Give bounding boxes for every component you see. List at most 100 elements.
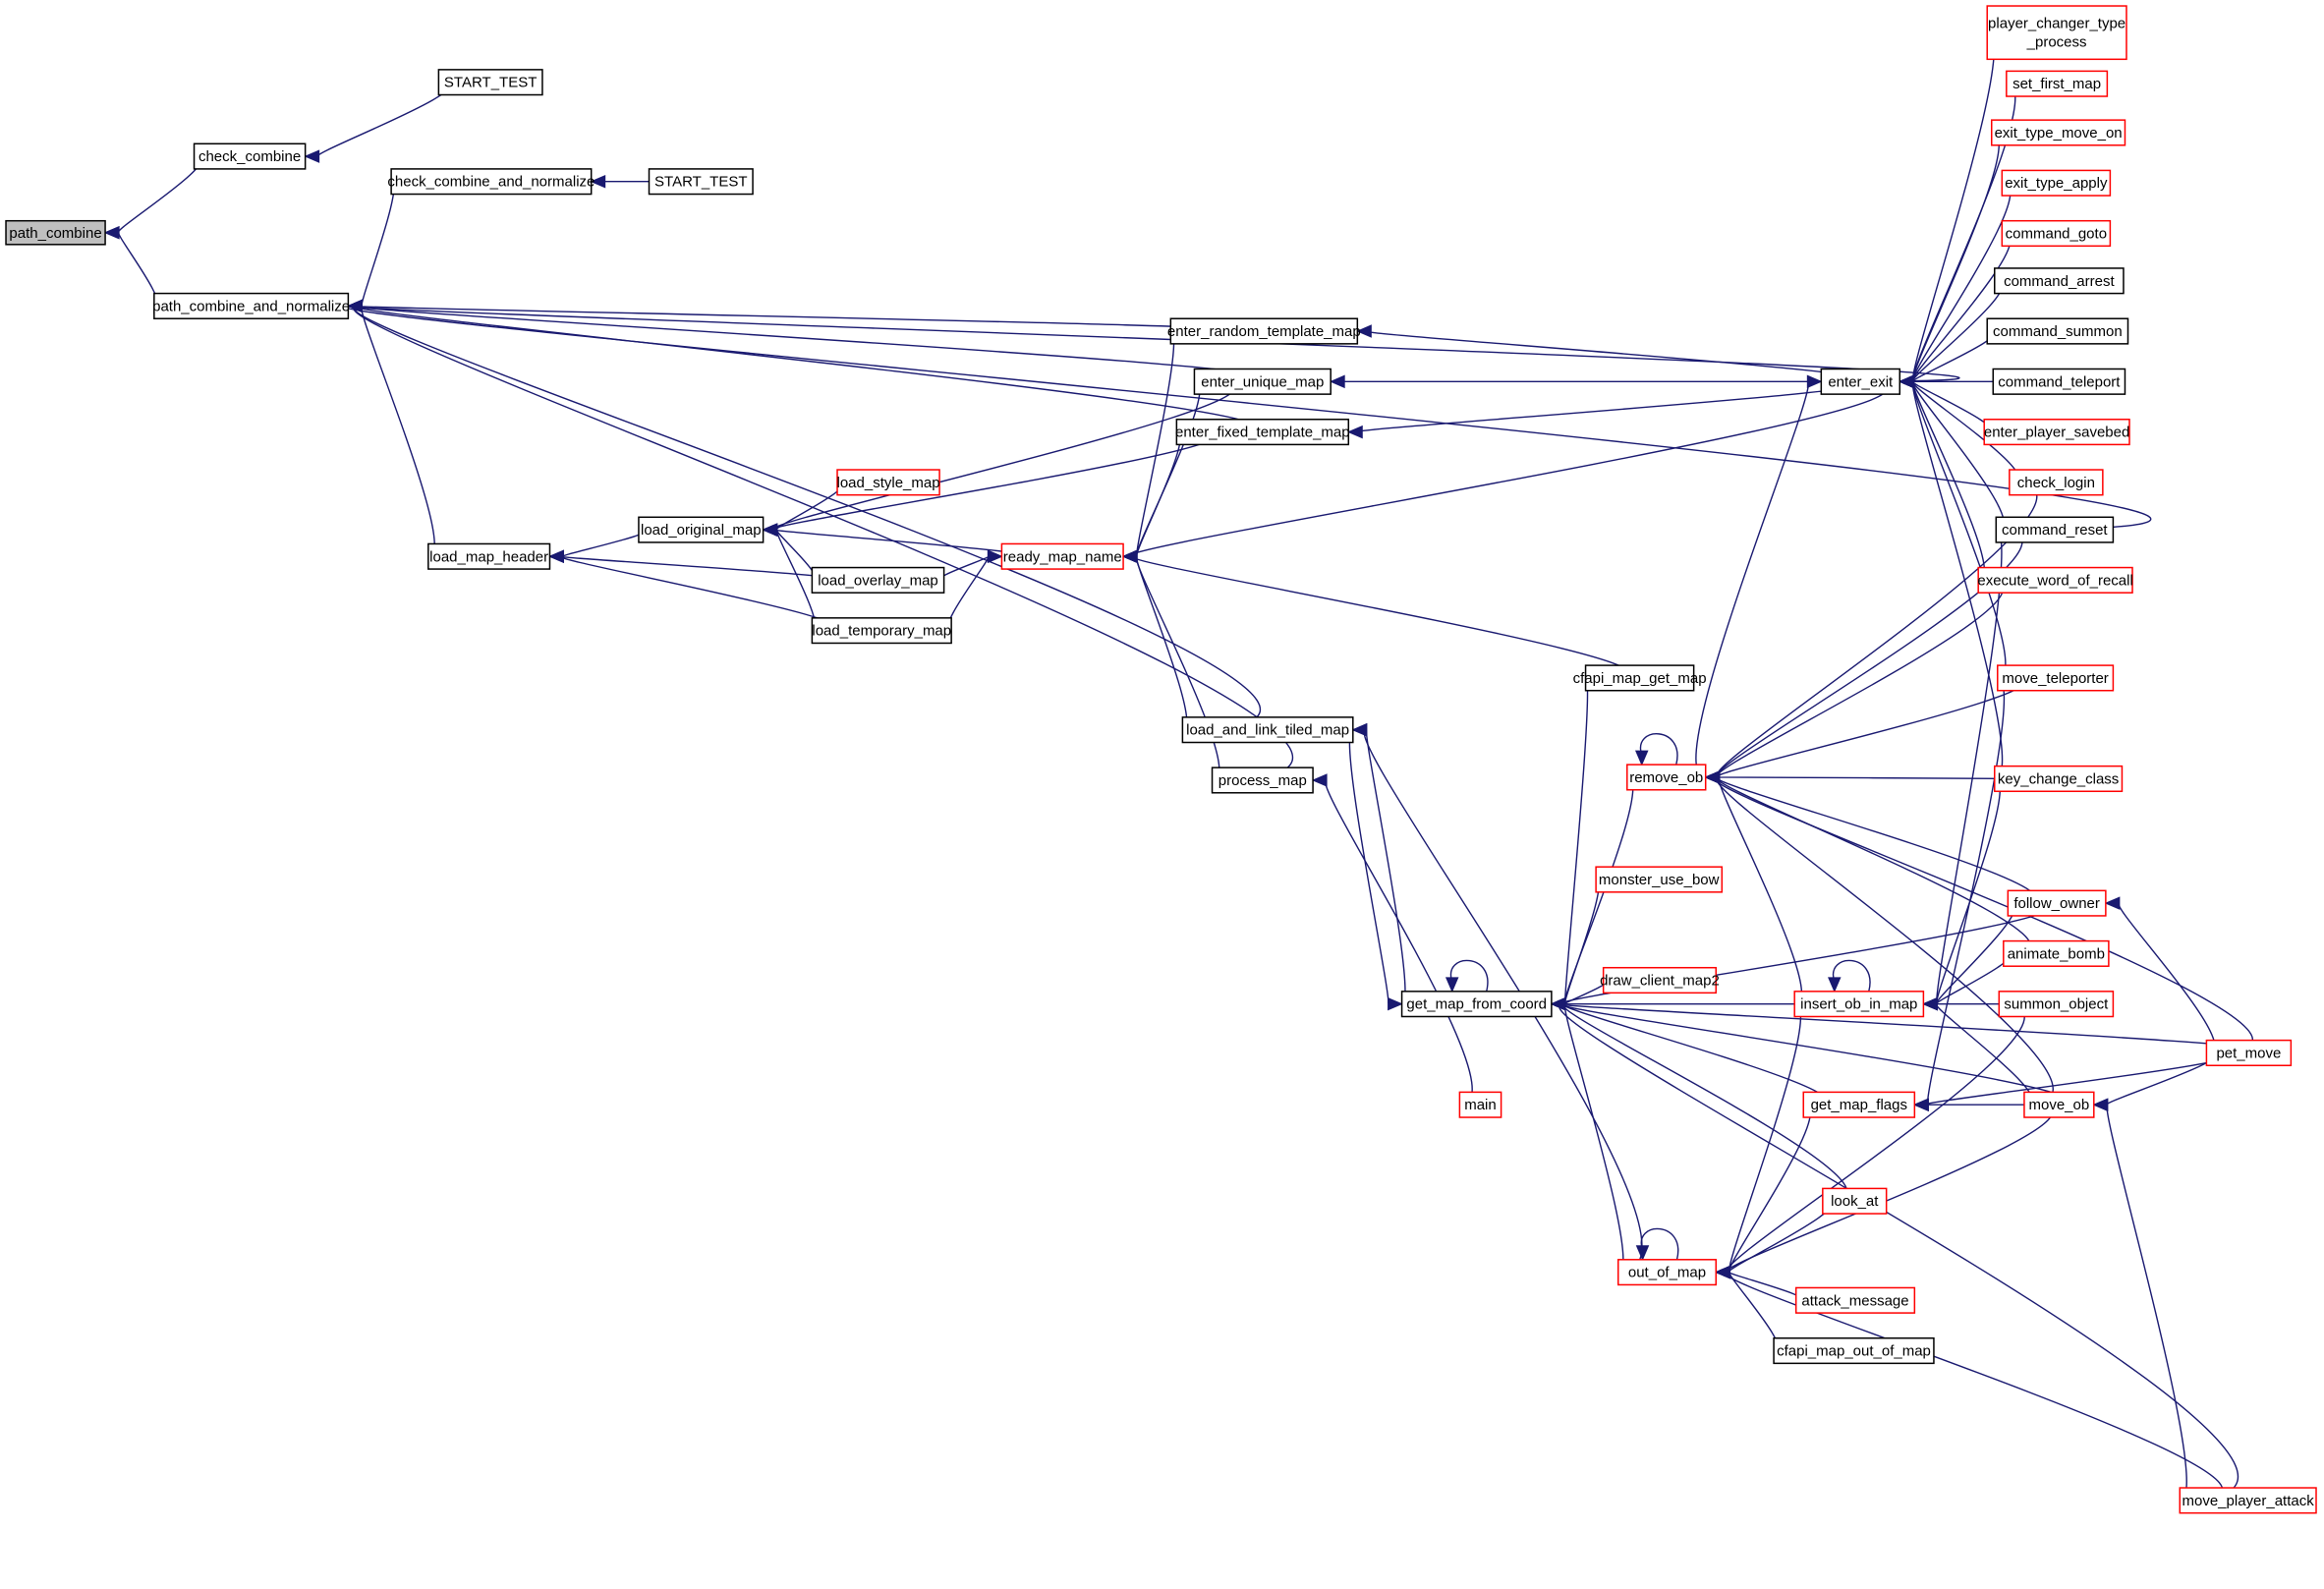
node-enter_exit[interactable]: enter_exit (1820, 368, 1901, 395)
node-get_map_flags[interactable]: get_map_flags (1802, 1091, 1916, 1118)
node-cfapi_map_out_of_map[interactable]: cfapi_map_out_of_map (1773, 1336, 1935, 1365)
node-check_combine[interactable]: check_combine (193, 142, 307, 170)
node-path_combine[interactable]: path_combine (5, 219, 106, 246)
edge-line (1912, 380, 1992, 433)
node-box (390, 168, 593, 196)
node-label: command_summon (1993, 323, 2123, 340)
edge-load_and_link_tiled_map-to-ready_map_name (1121, 549, 1188, 731)
node-load_original_map[interactable]: load_original_map (638, 516, 765, 543)
node-attack_message[interactable]: attack_message (1794, 1286, 1916, 1314)
node-ready_map_name[interactable]: ready_map_name (1000, 542, 1124, 570)
edge-line (1559, 1002, 2239, 1502)
edge-line (1936, 777, 2001, 1005)
node-label: path_combine_and_normalize (152, 298, 350, 314)
edge-line (1132, 555, 1629, 679)
node-load_temporary_map[interactable]: load_temporary_map (811, 617, 952, 645)
node-insert_ob_in_map[interactable]: insert_ob_in_map (1793, 991, 1925, 1018)
edge-move_player_attack-to-get_map_from_coord (1550, 996, 2239, 1502)
node-check_login[interactable]: check_login (2009, 469, 2104, 496)
node-get_map_from_coord[interactable]: get_map_from_coord (1400, 991, 1553, 1018)
edge-line (118, 232, 158, 308)
node-command_summon[interactable]: command_summon (1986, 317, 2129, 345)
node-box (427, 542, 551, 570)
arrowhead-icon (762, 523, 778, 537)
edge-line (1911, 380, 2007, 679)
edge-line (1129, 380, 1887, 557)
edge-line (1729, 1271, 1803, 1301)
node-label: load_overlay_map (818, 572, 938, 589)
node-start_test_b[interactable]: START_TEST (648, 168, 754, 196)
node-box (1794, 1286, 1916, 1314)
node-pcan[interactable]: path_combine_and_normalize (152, 292, 350, 319)
arrowhead-icon (987, 549, 1003, 564)
node-exit_type_apply[interactable]: exit_type_apply (2001, 169, 2112, 197)
node-main[interactable]: main (1458, 1091, 1502, 1118)
edge-move_ob-to-get_map_flags (1913, 1098, 2034, 1111)
node-label: enter_fixed_template_map (1175, 425, 1350, 441)
node-player_changer_type_process[interactable]: player_changer_type _process (1986, 5, 2127, 61)
edge-follow_owner-to-remove_ob (1704, 770, 2036, 904)
edge-summon_object-to-out_of_map (1714, 1002, 2025, 1279)
node-execute_word_of_recall[interactable]: execute_word_of_recall (1977, 566, 2133, 594)
node-box (153, 292, 350, 319)
node-cfapi_map_get_map[interactable]: cfapi_map_get_map (1573, 664, 1707, 692)
edge-load_map_header-to-pcan (347, 299, 435, 557)
node-ccan[interactable]: check_combine_and_normalize (387, 168, 595, 196)
edge-enter_exit-to-enter_random_template_map (1356, 324, 1865, 383)
node-summon_object[interactable]: summon_object (1998, 991, 2115, 1018)
node-label: insert_ob_in_map (1800, 996, 1917, 1013)
node-box (1169, 317, 1359, 345)
edge-line (1357, 380, 1865, 433)
node-box (1991, 119, 2126, 146)
node-key_change_class[interactable]: key_change_class (1994, 765, 2124, 793)
node-process_map[interactable]: process_map (1211, 766, 1314, 794)
node-label: summon_object (2004, 996, 2109, 1013)
edge-line (1729, 1271, 1779, 1352)
node-label: get_map_flags (1811, 1097, 1907, 1113)
node-start_test_a[interactable]: START_TEST (437, 69, 543, 96)
node-look_at[interactable]: look_at (1822, 1187, 1888, 1215)
node-box (1992, 368, 2126, 395)
node-box (1793, 991, 1925, 1018)
node-out_of_map[interactable]: out_of_map (1616, 1259, 1718, 1286)
node-load_map_header[interactable]: load_map_header (427, 542, 551, 570)
edge-enter_fixed_template_map-to-load_original_map (762, 430, 1216, 537)
node-follow_owner[interactable]: follow_owner (2007, 889, 2107, 917)
edge-line (1640, 1227, 1679, 1260)
node-move_player_attack[interactable]: move_player_attack (2179, 1487, 2317, 1514)
node-load_overlay_map[interactable]: load_overlay_map (811, 566, 945, 594)
edge-line (361, 181, 395, 308)
node-exit_type_move_on[interactable]: exit_type_move_on (1991, 119, 2126, 146)
node-box (1997, 664, 2115, 692)
node-enter_unique_map[interactable]: enter_unique_map (1193, 368, 1332, 395)
node-command_teleport[interactable]: command_teleport (1992, 368, 2126, 395)
node-label: set_first_map (2012, 76, 2101, 92)
node-pet_move[interactable]: pet_move (2205, 1039, 2293, 1067)
node-load_and_link_tiled_map[interactable]: load_and_link_tiled_map (1181, 716, 1354, 744)
node-box (2001, 169, 2112, 197)
edge-main-to-process_map (1311, 773, 1473, 1106)
node-label: look_at (1831, 1193, 1879, 1210)
node-animate_bomb[interactable]: animate_bomb (2003, 939, 2110, 967)
node-draw_client_map2[interactable]: draw_client_map2 (1600, 966, 1720, 994)
edge-line (316, 81, 451, 157)
node-move_ob[interactable]: move_ob (2023, 1091, 2095, 1118)
edge-command_reset-to-remove_ob (1704, 529, 2023, 784)
node-monster_use_bow[interactable]: monster_use_bow (1595, 866, 1724, 893)
arrowhead-icon (1347, 425, 1363, 439)
node-enter_fixed_template_map[interactable]: enter_fixed_template_map (1175, 419, 1350, 446)
node-set_first_map[interactable]: set_first_map (2006, 70, 2109, 97)
node-box (1986, 5, 2127, 61)
node-load_style_map[interactable]: load_style_map (836, 469, 940, 496)
node-command_reset[interactable]: command_reset (1995, 516, 2115, 543)
node-command_goto[interactable]: command_goto (2001, 219, 2112, 248)
edge-load_temporary_map-to-load_map_header (548, 549, 836, 632)
node-remove_ob[interactable]: remove_ob (1626, 764, 1707, 791)
node-enter_random_template_map[interactable]: enter_random_template_map (1167, 317, 1361, 345)
arrowhead-icon (1329, 374, 1345, 389)
node-move_teleporter[interactable]: move_teleporter (1997, 664, 2115, 692)
node-enter_player_savebed[interactable]: enter_player_savebed (1983, 419, 2130, 446)
node-command_arrest[interactable]: command_arrest (1994, 267, 2125, 295)
node-label: monster_use_bow (1599, 872, 1720, 888)
edge-line (560, 555, 836, 632)
